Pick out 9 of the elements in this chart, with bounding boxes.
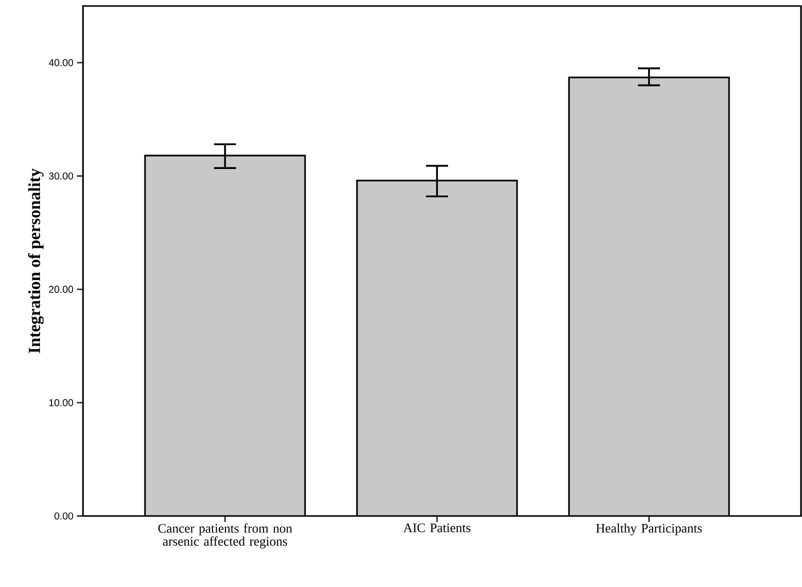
x-tick-label: Healthy Participants [596,524,702,536]
y-tick-label: 30.00 [48,172,74,180]
x-tick-label: AIC Patients [403,524,470,532]
y-axis-title: Integration of personality [28,168,44,354]
y-tick-label: 20.00 [49,286,74,293]
y-tick-label: 0.00 [54,512,74,520]
y-tick-label: 10.00 [49,399,74,406]
y-tick-label: 40.00 [48,59,74,66]
x-tick-label: Cancer patients from non arsenic affected regions [158,524,292,548]
